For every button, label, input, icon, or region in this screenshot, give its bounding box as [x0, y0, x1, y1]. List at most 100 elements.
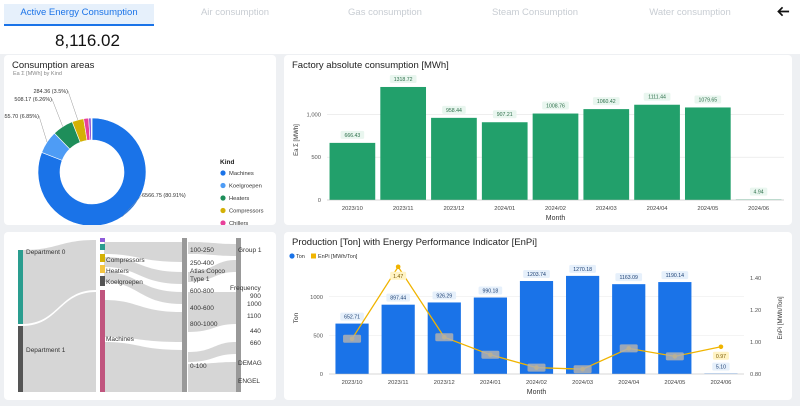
enpi-label-bg [390, 271, 407, 280]
value-label: 926.29 [436, 293, 452, 299]
value-label-bg [569, 264, 596, 273]
enpi-label-chip [527, 363, 546, 372]
bar-ton-2024/04 [612, 284, 646, 374]
y2-tick-label: 1.00 [750, 340, 761, 346]
enpi-label-chip [435, 333, 454, 342]
value-label-bg [712, 362, 730, 371]
enpi-label-chip [481, 350, 500, 359]
tab-air-consumption[interactable]: Air consumption [200, 7, 270, 18]
node-heaters [100, 265, 105, 273]
node-machines [100, 290, 105, 392]
value-label-bg [615, 273, 643, 282]
enpi-label-chip [665, 352, 684, 361]
value-label: 1060.42 [597, 99, 616, 105]
label-department-0: Department 0 [26, 249, 66, 256]
label-frequency: Frequency [230, 285, 261, 292]
x-tick-label: 2023/11 [388, 380, 409, 386]
value-label: 1163.09 [620, 275, 638, 281]
bar-2023/10 [329, 142, 376, 200]
bar-ton-2024/02 [519, 281, 554, 374]
legend-swatch-compressors [220, 207, 226, 214]
value-label: 652.71 [344, 315, 360, 321]
sankey-panel: Department 0 Department 1 Compressors He… [4, 232, 276, 400]
value-label: 1190.14 [666, 273, 684, 279]
legend-swatch-machines [220, 170, 226, 176]
y-tick-label: 0 [318, 198, 321, 204]
production-combo-chart: Ton EnPi [MWh/Ton] 0 500 1000 0.80 1.00 1.20 1.4… [289, 253, 784, 396]
label-900: 900 [250, 293, 261, 300]
x-tick-label: 2024/02 [526, 380, 547, 386]
y-axis-title: Ton [293, 312, 300, 323]
donut-leader-line [67, 90, 79, 120]
value-label-bg [749, 187, 768, 196]
tab-gas-consumption[interactable]: Gas consumption [348, 7, 422, 18]
label-machines: Machines [106, 336, 135, 343]
tab-steam-consumption[interactable]: Steam Consumption [491, 7, 579, 18]
value-label-bg [386, 293, 410, 302]
enpi-label-chip [573, 365, 592, 374]
y-tick-label: 0 [320, 372, 323, 378]
enpi-point-2023/11 [395, 264, 401, 270]
y2-tick-label: 1.40 [750, 276, 761, 282]
value-label: 1079.65 [698, 97, 717, 103]
legend-swatch-heaters [220, 195, 226, 201]
donut-slice-label: 284.36 (3.5%) [33, 89, 68, 95]
bar-2024/05 [684, 107, 731, 200]
x-axis-title: Month [527, 389, 547, 396]
y2-axis-title: EnPi [MWh/Ton] [778, 296, 784, 339]
bar-2023/12 [431, 117, 477, 200]
value-label-bg [643, 92, 671, 101]
x-tick-label: 2024/02 [545, 206, 566, 212]
y2-tick-label: 1.20 [750, 308, 761, 314]
bar-2023/11 [380, 86, 427, 200]
consumption-areas-panel: Consumption areas Ea Σ [MWh] by Kind 656… [4, 55, 276, 225]
value-label: 1203.74 [527, 272, 546, 278]
factory-bar-chart: 0 500 1,000 666.43 2023/10 1318.72 2023/11 958.… [294, 74, 784, 222]
label-heaters: Heaters [106, 268, 130, 275]
y2-tick-label: 0.80 [750, 372, 761, 378]
legend-item-chillers: Chillers [229, 221, 248, 225]
enpi-label-chip [343, 334, 362, 343]
x-tick-label: 2024/04 [618, 380, 640, 386]
y-tick-label: 1,000 [306, 112, 321, 118]
value-label-bg [694, 95, 722, 104]
arrow-left-icon[interactable] [777, 5, 790, 22]
value-label: 1270.18 [573, 267, 592, 273]
value-label: 897.44 [390, 296, 406, 302]
x-tick-label: 2024/06 [710, 380, 731, 386]
x-tick-label: 2024/01 [480, 380, 501, 386]
donut-subtitle: Ea Σ [MWh] by Kind [13, 71, 62, 77]
tab-water-consumption[interactable]: Water consumption [649, 7, 731, 18]
donut-slice-label: 508.17 (6.26%) [14, 97, 52, 103]
tab-active-energy[interactable]: Active Energy Consumption [4, 4, 154, 26]
legend-item-ton: Ton [296, 254, 305, 260]
x-tick-label: 2024/05 [664, 380, 685, 386]
label-1000: 1000 [247, 301, 262, 308]
legend-swatch-koelgroepen [220, 182, 226, 189]
legend-item-compressors: Compressors [229, 209, 264, 215]
legend-swatch-chillers [220, 220, 226, 225]
value-label-bg [492, 110, 517, 119]
legend-item-koelgroepen: Koelgroepen [229, 184, 262, 190]
label-100-250: 100-250 [190, 247, 214, 254]
x-tick-label: 2024/03 [596, 206, 617, 212]
label-department-1: Department 1 [26, 347, 66, 354]
label-400-600: 400-600 [190, 305, 214, 312]
x-tick-label: 2024/03 [572, 380, 593, 386]
bar-ton-2023/11 [381, 304, 415, 374]
total-consumption-value: 8,116.02 [55, 31, 120, 50]
label-0-100: 0-100 [190, 363, 207, 370]
value-label: 907.21 [497, 112, 513, 118]
bar-ton-2023/10 [335, 323, 369, 374]
bar-2024/01 [481, 122, 528, 200]
label-1100: 1100 [247, 313, 261, 320]
donut-chart: 6566.75 (80.91%) 555.70 (6.85%) 508.17 (6.… [4, 89, 264, 225]
value-label-bg [523, 270, 550, 279]
label-660: 660 [250, 340, 261, 347]
donut-title: Consumption areas [12, 60, 95, 71]
bar-ton-2024/03 [566, 275, 600, 374]
label-koelgroepen: Koelgroepen [106, 279, 143, 286]
x-tick-label: 2023/10 [342, 206, 363, 212]
value-label-bg [389, 74, 417, 83]
donut-leader-line [122, 194, 143, 217]
